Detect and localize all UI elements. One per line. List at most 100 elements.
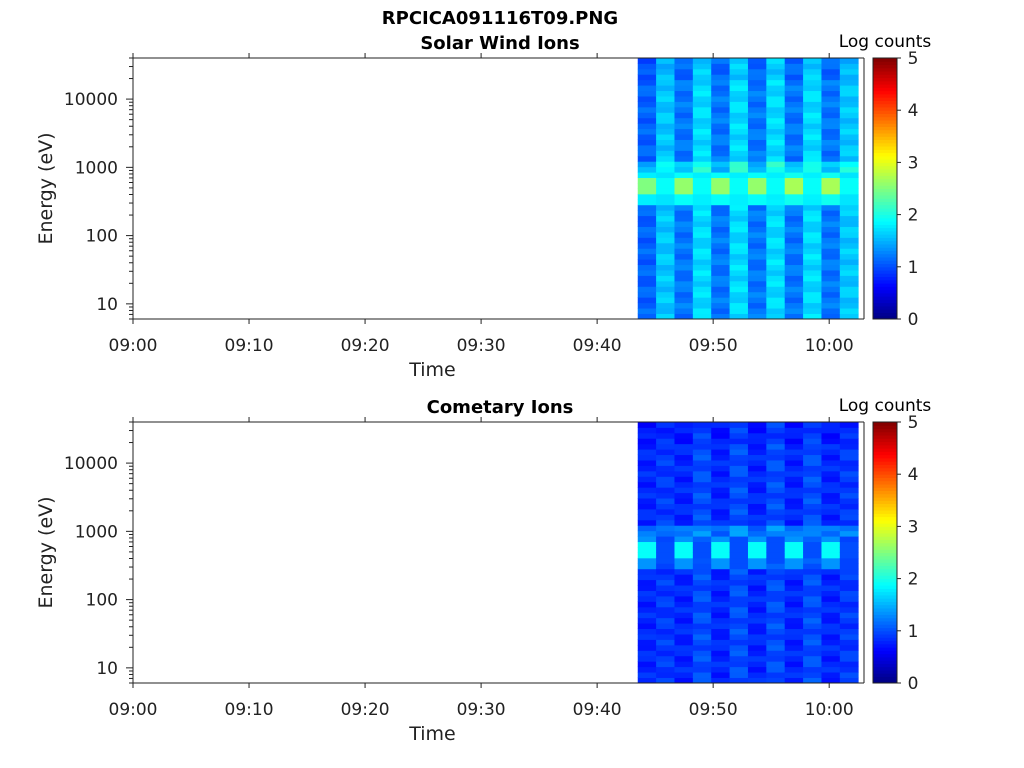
heatmap-cell <box>711 568 730 575</box>
heatmap-cell <box>637 612 657 619</box>
heatmap-cell <box>656 63 675 70</box>
heatmap-cell <box>692 509 712 515</box>
heatmap-cell <box>747 248 767 255</box>
heatmap-cell <box>784 101 804 108</box>
heatmap-cell <box>729 438 749 445</box>
heatmap-cell <box>821 601 841 608</box>
heatmap-cell <box>803 166 822 173</box>
heatmap-cell <box>784 155 804 162</box>
colorbar-segment <box>873 601 897 606</box>
heatmap-cell <box>637 563 657 570</box>
heatmap-cell <box>711 297 730 304</box>
heatmap-cell <box>821 672 841 678</box>
heatmap-cell <box>674 117 694 124</box>
colorbar-segment <box>873 90 897 95</box>
heatmap-cell <box>821 481 841 488</box>
heatmap-cell <box>656 193 675 200</box>
x-tick-label: 09:40 <box>573 336 622 356</box>
heatmap-cell <box>821 628 841 635</box>
heatmap-cell <box>711 172 730 179</box>
heatmap-cell <box>803 150 822 157</box>
heatmap-cell <box>803 601 822 608</box>
heatmap-cell <box>656 123 675 130</box>
colorbar-segment <box>873 653 897 658</box>
heatmap-cell <box>839 96 859 102</box>
heatmap-cell <box>766 79 786 86</box>
heatmap-cell <box>784 264 804 271</box>
heatmap-cell <box>803 470 822 477</box>
colorbar-tick-label: 1 <box>908 622 919 642</box>
heatmap-cell <box>747 106 767 113</box>
heatmap-cell <box>656 563 675 570</box>
heatmap-cell <box>729 286 749 293</box>
heatmap-cell <box>803 177 822 184</box>
heatmap-cell <box>729 454 749 461</box>
colorbar-segment <box>873 211 897 216</box>
heatmap-cell <box>674 612 694 619</box>
heatmap-cell <box>821 606 841 613</box>
heatmap-cell <box>656 155 675 162</box>
heatmap-cell <box>674 248 694 255</box>
colorbar-segment <box>873 292 897 297</box>
colorbar-segment <box>873 123 897 128</box>
colorbar-segment <box>873 552 897 557</box>
heatmap-cell <box>637 259 657 266</box>
heatmap-cell <box>766 308 786 314</box>
heatmap-cell <box>692 579 712 586</box>
heatmap-cell <box>803 563 822 570</box>
heatmap-cell <box>821 536 841 543</box>
heatmap-cell <box>729 226 749 233</box>
heatmap-cell <box>784 308 804 314</box>
heatmap-cell <box>637 650 657 657</box>
heatmap-cell <box>821 161 841 168</box>
heatmap-cell <box>656 460 675 466</box>
colorbar-segment <box>873 289 897 294</box>
heatmap-cell <box>766 427 786 434</box>
heatmap-cell <box>711 655 730 662</box>
heatmap-cell <box>821 639 841 646</box>
heatmap-cell <box>839 432 859 439</box>
colorbar-segment <box>873 480 897 485</box>
colorbar-segment <box>873 663 897 668</box>
heatmap-cell <box>729 193 749 200</box>
heatmap-cell <box>711 101 730 108</box>
heatmap-cell <box>766 117 786 124</box>
heatmap-cell <box>692 639 712 646</box>
heatmap-cell <box>674 106 694 113</box>
heatmap-cell <box>711 166 730 173</box>
heatmap-cell <box>821 460 841 466</box>
colorbar-segment <box>873 279 897 284</box>
heatmap-cell <box>729 666 749 673</box>
heatmap-cell <box>656 677 675 684</box>
heatmap-cell <box>656 183 675 189</box>
heatmap-cell <box>656 166 675 173</box>
colorbar-segment <box>873 155 897 160</box>
heatmap-cell <box>729 253 749 260</box>
heatmap-cell <box>692 123 712 130</box>
heatmap-cell <box>692 617 712 624</box>
heatmap-cell <box>747 530 767 537</box>
heatmap-cell <box>839 232 859 238</box>
heatmap-cell <box>803 155 822 162</box>
colorbar-segment <box>873 656 897 661</box>
heatmap-cell <box>637 177 657 184</box>
heatmap-cell <box>784 188 804 195</box>
heatmap-cell <box>747 465 767 472</box>
heatmap-cell <box>711 58 730 64</box>
heatmap-cell <box>839 487 859 494</box>
heatmap-cell <box>839 460 859 466</box>
heatmap-cell <box>766 199 786 206</box>
heatmap-cell <box>766 438 786 445</box>
heatmap-cell <box>729 655 749 662</box>
heatmap-cell <box>674 253 694 260</box>
heatmap-cell <box>729 465 749 472</box>
x-tick-label: 10:00 <box>805 700 854 720</box>
heatmap-cell <box>711 270 730 276</box>
heatmap-cell <box>784 166 804 173</box>
colorbar-segment <box>873 666 897 671</box>
heatmap-cell <box>674 280 694 287</box>
heatmap-cell <box>637 541 657 548</box>
heatmap-cell <box>692 215 712 222</box>
colorbar-tick-label: 3 <box>908 517 919 537</box>
heatmap-cell <box>803 101 822 108</box>
